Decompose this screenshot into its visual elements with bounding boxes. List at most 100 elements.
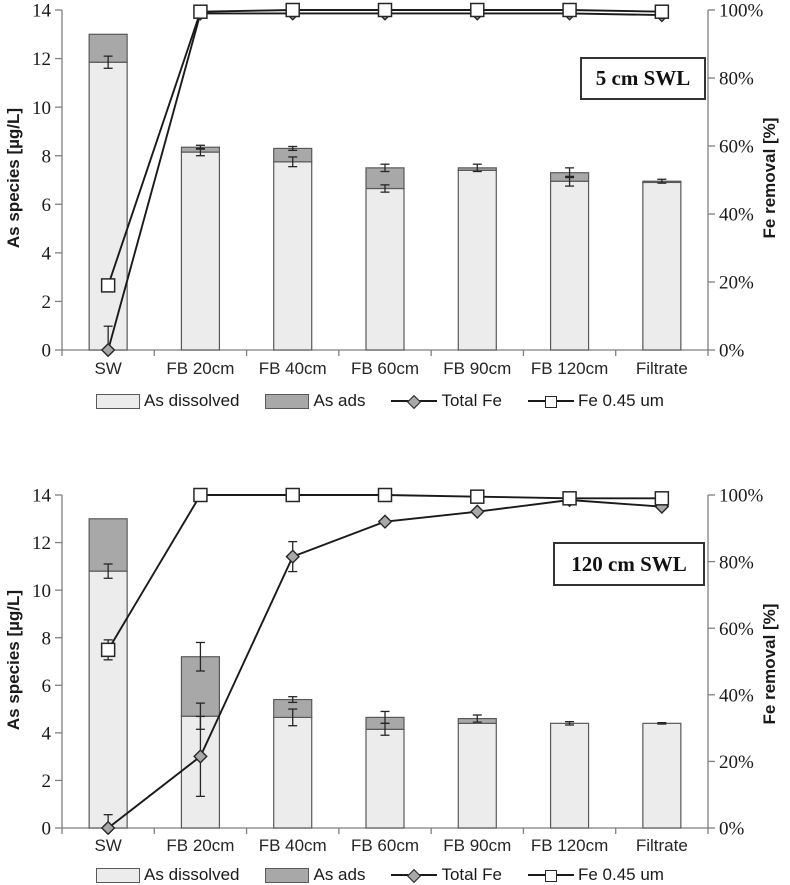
total-fe-line-swatch — [391, 868, 438, 884]
annotation-box: 120 cm SWL — [553, 542, 705, 586]
as-dissolved-bar — [273, 161, 313, 351]
y-left-tick-label: 12 — [32, 533, 51, 554]
fe-045-markers — [100, 487, 670, 661]
legend-item-fe-045: Fe 0.45 um — [527, 391, 664, 411]
x-category-label: Filtrate — [636, 359, 688, 378]
as-dissolved-bar — [88, 61, 128, 351]
fe-045-marker — [100, 642, 116, 658]
fe-045-marker — [654, 491, 670, 506]
y-left-tick-label: 2 — [42, 292, 52, 313]
as-dissolved-swatch — [96, 867, 141, 883]
as-ads-bar — [88, 518, 128, 572]
y-left-tick-label: 8 — [42, 146, 52, 167]
x-category-label: FB 60cm — [351, 836, 419, 855]
diamond-marker-icon — [407, 868, 422, 884]
as-dissolved-bar — [365, 728, 405, 829]
as-ads-swatch — [265, 393, 310, 409]
legend-label: As ads — [313, 391, 366, 410]
x-category-label: FB 90cm — [443, 836, 511, 855]
y-left-tick-label: 0 — [42, 341, 52, 362]
y-right-tick-label: 0% — [719, 341, 745, 362]
y-left-tick-label: 14 — [32, 486, 52, 507]
y-right-tick-label: 0% — [719, 819, 745, 840]
as-dissolved-swatch — [96, 393, 141, 409]
y-right-tick-label: 60% — [719, 137, 754, 158]
square-marker-icon — [544, 870, 557, 882]
legend-item-total-fe: Total Fe — [391, 391, 502, 411]
chart-120cm-swl: 0 2 4 6 8 10 12 14 0% 20% 40% 60% 80% 100% SW FB 20cm FB… — [32, 486, 764, 855]
y-left-tick-label: 6 — [42, 195, 52, 216]
legend-label: Total Fe — [441, 391, 502, 410]
legend-item-as-ads: As ads — [265, 865, 365, 885]
chart-panel-120cm-swl: 0 2 4 6 8 10 12 14 0% 20% 40% 60% 80% 100% SW FB 20cm FB… — [0, 442, 790, 884]
legend-label: As dissolved — [144, 391, 240, 410]
annotation-box: 5 cm SWL — [580, 57, 706, 100]
y-left-tick-label: 6 — [42, 676, 52, 697]
fe-045-marker — [562, 491, 577, 506]
x-category-label: SW — [94, 836, 121, 855]
total-fe-marker — [285, 549, 301, 564]
x-category-label: FB 120cm — [531, 836, 608, 855]
x-category-label: FB 60cm — [351, 359, 419, 378]
as-dissolved-bar — [642, 181, 682, 351]
y-left-tick-label: 10 — [32, 581, 51, 602]
fe-045-marker — [470, 2, 485, 18]
y-left-tick-label: 14 — [32, 1, 52, 22]
legend-label: Fe 0.45 um — [577, 865, 664, 884]
x-labels-group: SW FB 20cm FB 40cm FB 60cm FB 90cm FB 120cm Fi… — [94, 359, 687, 378]
legend-item-as-dissolved: As dissolved — [96, 391, 239, 411]
x-category-label: Filtrate — [636, 836, 688, 855]
y-left-tick-label: 12 — [32, 49, 51, 70]
total-fe-line-swatch — [391, 394, 438, 410]
fe-045-marker — [285, 487, 300, 503]
chart-panel-5cm-swl: 0 2 4 6 8 10 12 14 0% 20% 40% 60% 80% 100% SW FB 20cm FB… — [0, 0, 790, 442]
x-labels-group: SW FB 20cm FB 40cm FB 60cm FB 90cm FB 120cm Fi… — [94, 836, 687, 855]
legend-label: As dissolved — [144, 865, 240, 884]
total-fe-marker — [100, 342, 116, 358]
total-fe-marker — [377, 514, 393, 529]
y-left-tick-label: 4 — [42, 724, 52, 745]
y-right-tick-label: 40% — [719, 685, 754, 706]
y-right-tick-label: 20% — [719, 273, 754, 294]
diamond-marker-icon — [407, 394, 422, 410]
chart-5cm-swl: 0 2 4 6 8 10 12 14 0% 20% 40% 60% 80% 100% SW FB 20cm FB… — [32, 1, 764, 378]
as-dissolved-bar — [549, 180, 590, 351]
fe-045-marker — [377, 2, 393, 18]
total-fe-marker — [193, 749, 208, 764]
chart-legend: As dissolved As ads Total Fe Fe 0.45 um — [50, 391, 710, 411]
total-fe-marker — [469, 504, 485, 519]
x-category-label: SW — [94, 359, 121, 378]
fe-045-marker — [285, 2, 300, 18]
y-right-tick-label: 100% — [719, 1, 764, 22]
fe-045-marker — [193, 4, 208, 19]
fe-045-markers — [100, 2, 670, 293]
as-dissolved-bar — [457, 169, 497, 351]
y-left-tick-label: 0 — [42, 819, 52, 840]
bars-group — [88, 518, 682, 829]
fe-045-line-swatch — [527, 870, 574, 882]
fe-045-marker — [193, 487, 208, 503]
x-category-label: FB 90cm — [443, 359, 511, 378]
legend-label: Fe 0.45 um — [577, 391, 664, 410]
x-category-label: FB 20cm — [166, 359, 234, 378]
y-right-tick-label: 20% — [719, 752, 754, 773]
fe-045-marker — [470, 489, 485, 504]
as-dissolved-bar — [549, 722, 590, 829]
y-right-tick-label: 80% — [719, 552, 754, 573]
x-category-label: FB 120cm — [531, 359, 608, 378]
x-category-label: FB 40cm — [259, 359, 327, 378]
legend-item-as-dissolved: As dissolved — [96, 865, 239, 885]
y-left-tick-label: 2 — [42, 771, 52, 792]
y-left-tick-label: 8 — [42, 628, 52, 649]
legend-item-as-ads: As ads — [265, 391, 365, 411]
as-dissolved-bar — [273, 716, 313, 829]
as-dissolved-bar — [365, 187, 405, 351]
fe-045-marker — [100, 278, 116, 293]
legend-label: As ads — [313, 865, 366, 884]
fe-045-marker — [562, 2, 577, 18]
fe-045-marker — [377, 487, 393, 503]
y-right-tick-label: 40% — [719, 205, 754, 226]
as-dissolved-bar — [457, 722, 497, 829]
square-marker-icon — [544, 396, 557, 408]
y-right-tick-label: 80% — [719, 69, 754, 90]
